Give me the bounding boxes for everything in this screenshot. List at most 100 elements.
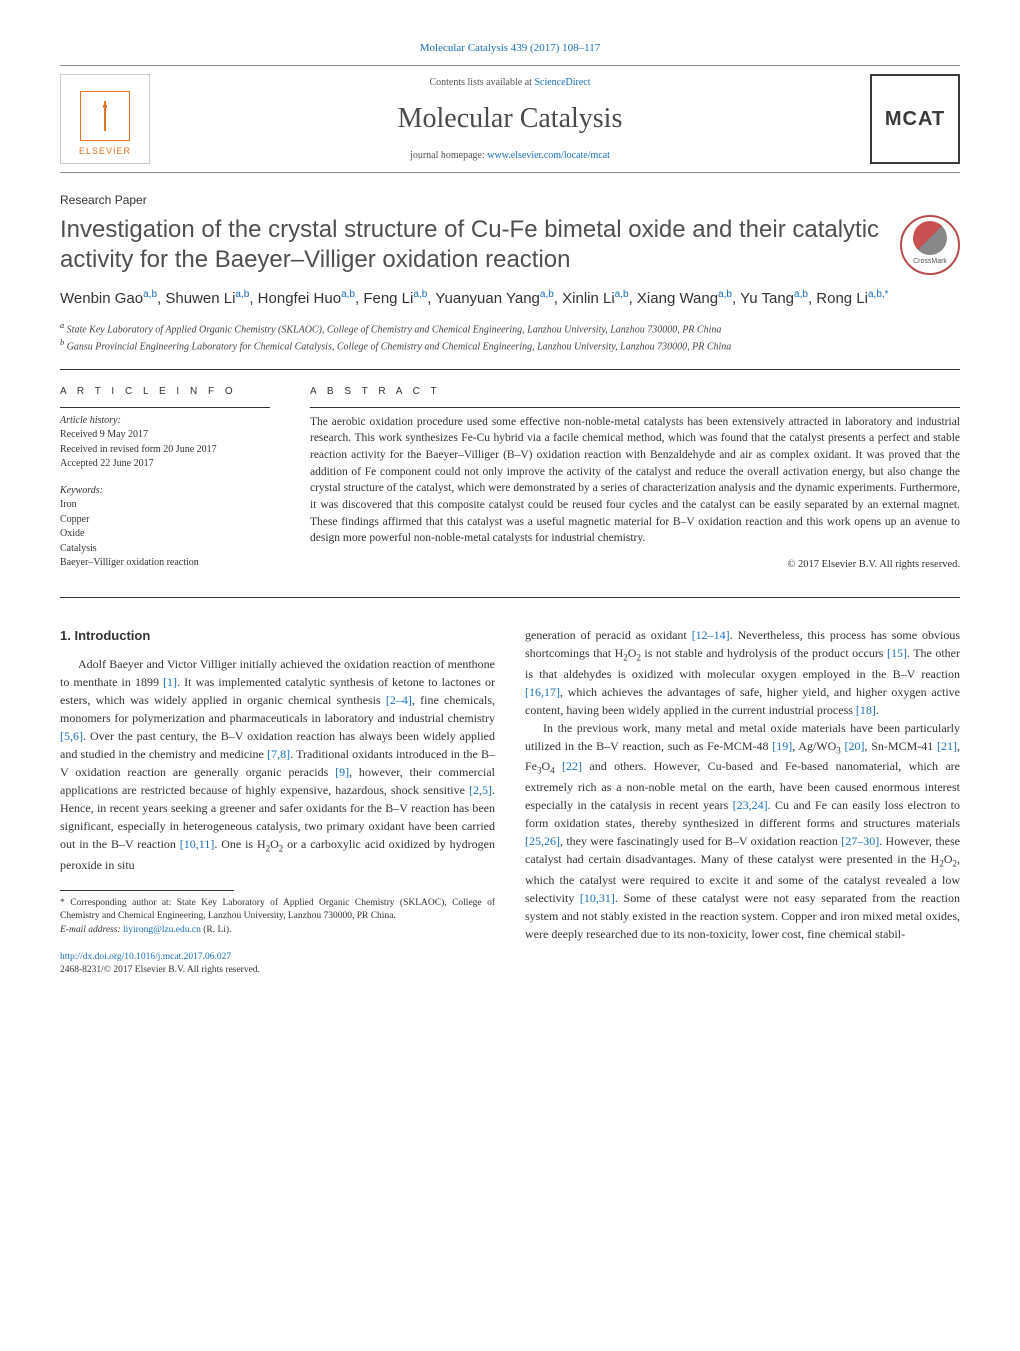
- author: Xinlin Lia,b: [562, 290, 628, 307]
- keyword: Iron: [60, 499, 77, 510]
- email-label: E-mail address:: [60, 925, 123, 935]
- elsevier-label: ELSEVIER: [79, 145, 131, 159]
- t: generation of peracid as oxidant: [525, 628, 692, 642]
- author: Yu Tanga,b: [740, 290, 808, 307]
- keyword: Baeyer–Villiger oxidation reaction: [60, 557, 199, 568]
- ref-link[interactable]: [20]: [845, 739, 865, 753]
- affiliations: a State Key Laboratory of Applied Organi…: [60, 320, 960, 355]
- crossmark-icon: [913, 221, 947, 255]
- intro-heading: 1. Introduction: [60, 626, 495, 646]
- corresponding-author: * Corresponding author at: State Key Lab…: [60, 897, 495, 924]
- keyword: Oxide: [60, 528, 84, 539]
- author: Wenbin Gaoa,b: [60, 290, 157, 307]
- t: , Ag/WO: [792, 739, 836, 753]
- ref-link[interactable]: [22]: [562, 759, 582, 773]
- accepted-date: Accepted 22 June 2017: [60, 458, 154, 469]
- ref-link[interactable]: [27–30]: [841, 834, 879, 848]
- t: O: [944, 852, 953, 866]
- ref-link[interactable]: [16,17]: [525, 685, 560, 699]
- footnotes: * Corresponding author at: State Key Lab…: [60, 897, 495, 937]
- elsevier-tree-icon: [80, 91, 130, 141]
- ref-link[interactable]: [10,11]: [180, 837, 215, 851]
- ref-link[interactable]: [15]: [887, 646, 907, 660]
- article-info: a r t i c l e i n f o Article history: R…: [60, 384, 270, 583]
- keywords-block: Keywords: IronCopperOxideCatalysisBaeyer…: [60, 484, 270, 571]
- t: [555, 759, 562, 773]
- sciencedirect-link[interactable]: ScienceDirect: [534, 77, 590, 88]
- t: is not stable and hydrolysis of the prod…: [641, 646, 887, 660]
- journal-cover: MCAT: [870, 74, 960, 164]
- author: Rong Lia,b,*: [816, 290, 888, 307]
- ref-link[interactable]: [9]: [335, 765, 349, 779]
- rule-top: [60, 369, 960, 370]
- t: , which achieves the advantages of safe,…: [525, 685, 960, 717]
- t: .: [876, 703, 879, 717]
- keyword: Catalysis: [60, 543, 97, 554]
- col2-para-1: generation of peracid as oxidant [12–14]…: [525, 626, 960, 719]
- abstract-copyright: © 2017 Elsevier B.V. All rights reserved…: [310, 557, 960, 573]
- author: Hongfei Huoa,b: [258, 290, 355, 307]
- sub: 4: [550, 766, 555, 776]
- email-suffix: (R. Li).: [201, 925, 232, 935]
- intro-para-1: Adolf Baeyer and Victor Villiger initial…: [60, 655, 495, 874]
- abstract-heading: a b s t r a c t: [310, 384, 960, 399]
- t: , they were fascinatingly used for B–V o…: [560, 834, 841, 848]
- email-link[interactable]: liyirong@lzu.edu.cn: [123, 925, 201, 935]
- t: O: [270, 837, 279, 851]
- ref-link[interactable]: [5,6]: [60, 729, 83, 743]
- crossmark-badge[interactable]: CrossMark: [900, 215, 960, 275]
- footnote-rule: [60, 890, 234, 891]
- info-abstract-row: a r t i c l e i n f o Article history: R…: [60, 384, 960, 583]
- col-left: 1. Introduction Adolf Baeyer and Victor …: [60, 626, 495, 978]
- ref-link[interactable]: [10,31]: [580, 891, 615, 905]
- received-date: Received 9 May 2017: [60, 429, 148, 440]
- author: Yuanyuan Yanga,b: [435, 290, 553, 307]
- abstract-column: a b s t r a c t The aerobic oxidation pr…: [310, 384, 960, 583]
- ref-link[interactable]: [19]: [772, 739, 792, 753]
- homepage-label: journal homepage:: [410, 150, 487, 161]
- author: Shuwen Lia,b: [165, 290, 249, 307]
- doi-block: http://dx.doi.org/10.1016/j.mcat.2017.06…: [60, 951, 495, 978]
- doi-link[interactable]: http://dx.doi.org/10.1016/j.mcat.2017.06…: [60, 952, 231, 962]
- ref-link[interactable]: [21]: [937, 739, 957, 753]
- affiliation-a: a State Key Laboratory of Applied Organi…: [60, 320, 960, 337]
- authors-list: Wenbin Gaoa,b, Shuwen Lia,b, Hongfei Huo…: [60, 287, 960, 311]
- ref-link[interactable]: [18]: [856, 703, 876, 717]
- homepage-link[interactable]: www.elsevier.com/locate/mcat: [487, 150, 610, 161]
- paper-title: Investigation of the crystal structure o…: [60, 215, 888, 275]
- banner-center: Contents lists available at ScienceDirec…: [150, 75, 870, 163]
- ref-link[interactable]: [25,26]: [525, 834, 560, 848]
- keywords-label: Keywords:: [60, 485, 103, 496]
- ref-link[interactable]: [12–14]: [692, 628, 730, 642]
- col2-para-2: In the previous work, many metal and met…: [525, 719, 960, 944]
- ref-link[interactable]: [23,24]: [733, 798, 768, 812]
- ref-link[interactable]: [2–4]: [386, 693, 412, 707]
- journal-citation: Molecular Catalysis 439 (2017) 108–117: [60, 40, 960, 57]
- elsevier-logo: ELSEVIER: [60, 74, 150, 164]
- author: Xiang Wanga,b: [637, 290, 732, 307]
- article-info-heading: a r t i c l e i n f o: [60, 384, 270, 399]
- col-right: generation of peracid as oxidant [12–14]…: [525, 626, 960, 978]
- crossmark-label: CrossMark: [913, 257, 947, 268]
- contents-line: Contents lists available at ScienceDirec…: [150, 75, 870, 90]
- t: , Sn-MCM-41: [865, 739, 937, 753]
- ref-link[interactable]: [2,5]: [469, 783, 492, 797]
- t: O: [542, 759, 551, 773]
- journal-banner: ELSEVIER Contents lists available at Sci…: [60, 65, 960, 173]
- email-line: E-mail address: liyirong@lzu.edu.cn (R. …: [60, 924, 495, 937]
- keywords-list: IronCopperOxideCatalysisBaeyer–Villiger …: [60, 499, 199, 568]
- contents-label: Contents lists available at: [429, 77, 534, 88]
- t: . One is H: [214, 837, 265, 851]
- abstract-rule: [310, 407, 960, 408]
- ref-link[interactable]: [7,8]: [267, 747, 290, 761]
- affiliation-b-text: Gansu Provincial Engineering Laboratory …: [67, 342, 732, 353]
- article-history: Article history: Received 9 May 2017 Rec…: [60, 414, 270, 472]
- ref-link[interactable]: [1]: [163, 675, 177, 689]
- revised-date: Received in revised form 20 June 2017: [60, 444, 217, 455]
- journal-name: Molecular Catalysis: [150, 98, 870, 140]
- title-row: Investigation of the crystal structure o…: [60, 215, 960, 275]
- affiliation-b: b Gansu Provincial Engineering Laborator…: [60, 337, 960, 354]
- body-columns: 1. Introduction Adolf Baeyer and Victor …: [60, 626, 960, 978]
- author: Feng Lia,b: [363, 290, 427, 307]
- info-rule: [60, 407, 270, 408]
